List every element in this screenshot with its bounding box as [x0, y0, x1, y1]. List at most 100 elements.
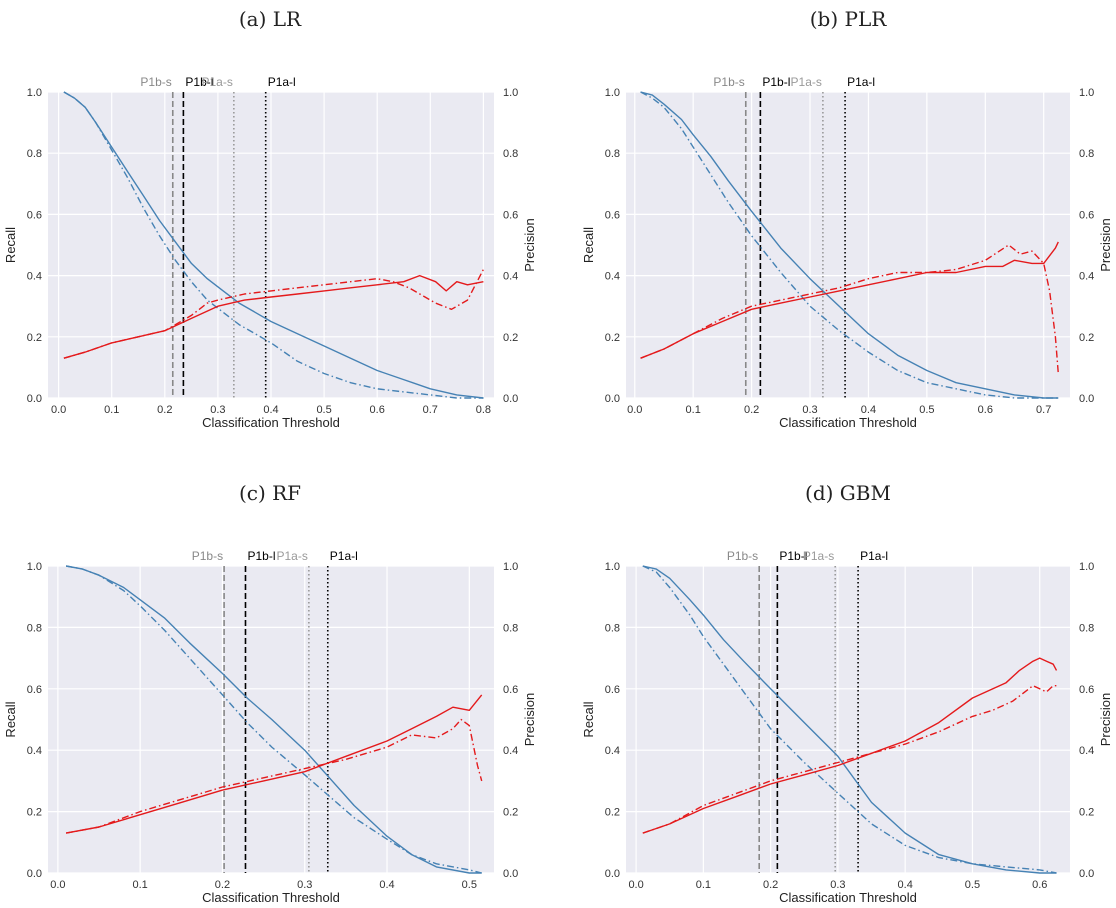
recall-solid-line	[63, 91, 484, 399]
chart-panel-1: (b) PLR 0.0 0.1 0.2 0.3 0.4 0.5 0.6 0.7 0.0 0.0 0.2…	[581, 7, 1113, 430]
x-tick-label: 0.3	[297, 879, 312, 891]
x-tick-label: 0.0	[51, 404, 66, 416]
recall-solid-line	[642, 565, 1057, 874]
precision-dashdot-line	[65, 718, 483, 834]
x-tick-label: 0.6	[978, 404, 993, 416]
x-tick-label: 0.4	[898, 879, 913, 891]
x-tick-label: 0.1	[104, 404, 119, 416]
y-tick-label-left: 0.2	[27, 807, 42, 819]
threshold-label-p1b-s: P1b-s	[140, 75, 171, 89]
x-axis-label: Classification Threshold	[779, 415, 917, 430]
x-axis-label: Classification Threshold	[779, 890, 917, 905]
y-tick-label-right: 0.0	[503, 393, 518, 405]
y-tick-label-left: 0.0	[27, 868, 42, 880]
y-axis-label-right: Precision	[1098, 218, 1113, 271]
x-tick-label: 0.4	[379, 879, 394, 891]
precision-dashdot-line	[63, 269, 485, 359]
x-tick-label: 0.3	[830, 879, 845, 891]
y-tick-label-left: 0.6	[27, 209, 42, 221]
x-tick-label: 0.2	[744, 404, 759, 416]
precision-dashdot-line	[642, 685, 1057, 834]
y-tick-label-right: 0.6	[503, 209, 518, 221]
y-axis-label-left: Recall	[581, 701, 596, 737]
y-tick-label-left: 1.0	[605, 561, 620, 573]
y-tick-label-left: 0.0	[27, 393, 42, 405]
y-tick-label-left: 0.2	[605, 807, 620, 819]
x-tick-label: 0.2	[215, 879, 230, 891]
recall-dashdot-line	[65, 565, 482, 874]
y-tick-label-left: 1.0	[27, 561, 42, 573]
plot-area	[626, 566, 1070, 873]
recall-solid-line	[640, 91, 1059, 399]
y-tick-label-left: 1.0	[605, 87, 620, 99]
y-tick-label-right: 0.4	[503, 271, 518, 283]
chart-panel-0: (a) LR 0.0 0.1 0.2 0.3 0.4 0.5 0.6 0.7 0.8 0.0 0.0 0…	[3, 7, 537, 430]
y-tick-label-right: 0.0	[503, 868, 518, 880]
threshold-label-p1a-l: P1a-l	[860, 549, 888, 563]
y-tick-label-left: 0.4	[27, 271, 42, 283]
x-tick-label: 0.5	[462, 879, 477, 891]
y-tick-label-left: 0.8	[27, 622, 42, 634]
y-tick-label-right: 0.4	[1079, 271, 1094, 283]
y-tick-label-right: 0.2	[1079, 807, 1094, 819]
x-tick-label: 0.5	[965, 879, 980, 891]
precision-solid-line	[640, 241, 1059, 359]
x-tick-label: 0.7	[1036, 404, 1051, 416]
y-tick-label-left: 0.2	[605, 332, 620, 344]
x-tick-label: 0.1	[686, 404, 701, 416]
x-tick-label: 0.5	[919, 404, 934, 416]
threshold-label-p1a-s: P1a-s	[276, 549, 307, 563]
threshold-label-p1a-l: P1a-l	[847, 75, 875, 89]
threshold-label-p1b-l: P1b-l	[762, 75, 790, 89]
recall-dashdot-line	[640, 91, 1059, 399]
y-tick-label-right: 1.0	[1079, 87, 1094, 99]
y-axis-label-right: Precision	[522, 693, 537, 746]
y-tick-label-left: 0.6	[605, 684, 620, 696]
y-axis-label-right: Precision	[1098, 693, 1113, 746]
precision-dashdot-line	[640, 244, 1059, 374]
y-tick-label-left: 0.4	[27, 745, 42, 757]
threshold-label-p1b-l: P1b-l	[185, 75, 213, 89]
y-tick-label-left: 0.6	[27, 684, 42, 696]
threshold-label-p1a-s: P1a-s	[201, 75, 232, 89]
chart-title: (a) LR	[239, 7, 302, 31]
y-tick-label-left: 0.4	[605, 745, 620, 757]
threshold-label-p1b-l: P1b-l	[247, 549, 275, 563]
y-tick-label-left: 0.8	[605, 622, 620, 634]
y-tick-label-right: 0.8	[1079, 622, 1094, 634]
chart-panel-2: (c) RF 0.0 0.1 0.2 0.3 0.4 0.5 0.0 0.0 0.2 0.2 0.4 0…	[3, 481, 537, 905]
y-tick-label-right: 0.8	[1079, 148, 1094, 160]
y-tick-label-right: 0.2	[503, 807, 518, 819]
threshold-label-p1b-l: P1b-l	[779, 549, 807, 563]
y-tick-label-right: 0.6	[1079, 684, 1094, 696]
precision-solid-line	[65, 694, 483, 834]
y-tick-label-left: 0.2	[27, 332, 42, 344]
y-tick-label-left: 0.0	[605, 868, 620, 880]
precision-solid-line	[63, 274, 484, 359]
threshold-label-p1a-s: P1a-s	[803, 549, 834, 563]
chart-title: (c) RF	[239, 481, 301, 505]
x-tick-label: 0.3	[802, 404, 817, 416]
chart-title: (d) GBM	[805, 481, 891, 505]
x-axis-label: Classification Threshold	[202, 890, 340, 905]
recall-dashdot-line	[642, 565, 1057, 874]
x-tick-label: 0.1	[696, 879, 711, 891]
x-tick-label: 0.6	[370, 404, 385, 416]
y-axis-label-left: Recall	[3, 227, 18, 263]
y-tick-label-left: 0.8	[27, 148, 42, 160]
chart-panel-3: (d) GBM 0.0 0.1 0.2 0.3 0.4 0.5 0.6 0.0 0.0 0.2 0.2…	[581, 481, 1113, 905]
x-axis-label: Classification Threshold	[202, 415, 340, 430]
x-tick-label: 0.4	[861, 404, 876, 416]
y-tick-label-right: 0.4	[1079, 745, 1094, 757]
y-tick-label-right: 0.8	[503, 622, 518, 634]
y-tick-label-left: 0.6	[605, 209, 620, 221]
x-tick-label: 0.3	[210, 404, 225, 416]
y-tick-label-right: 1.0	[503, 561, 518, 573]
y-axis-label-left: Recall	[3, 701, 18, 737]
x-tick-label: 0.2	[157, 404, 172, 416]
y-tick-label-left: 0.8	[605, 148, 620, 160]
chart-title: (b) PLR	[810, 7, 888, 31]
x-tick-label: 0.7	[423, 404, 438, 416]
y-tick-label-right: 0.6	[503, 684, 518, 696]
y-tick-label-right: 0.0	[1079, 868, 1094, 880]
